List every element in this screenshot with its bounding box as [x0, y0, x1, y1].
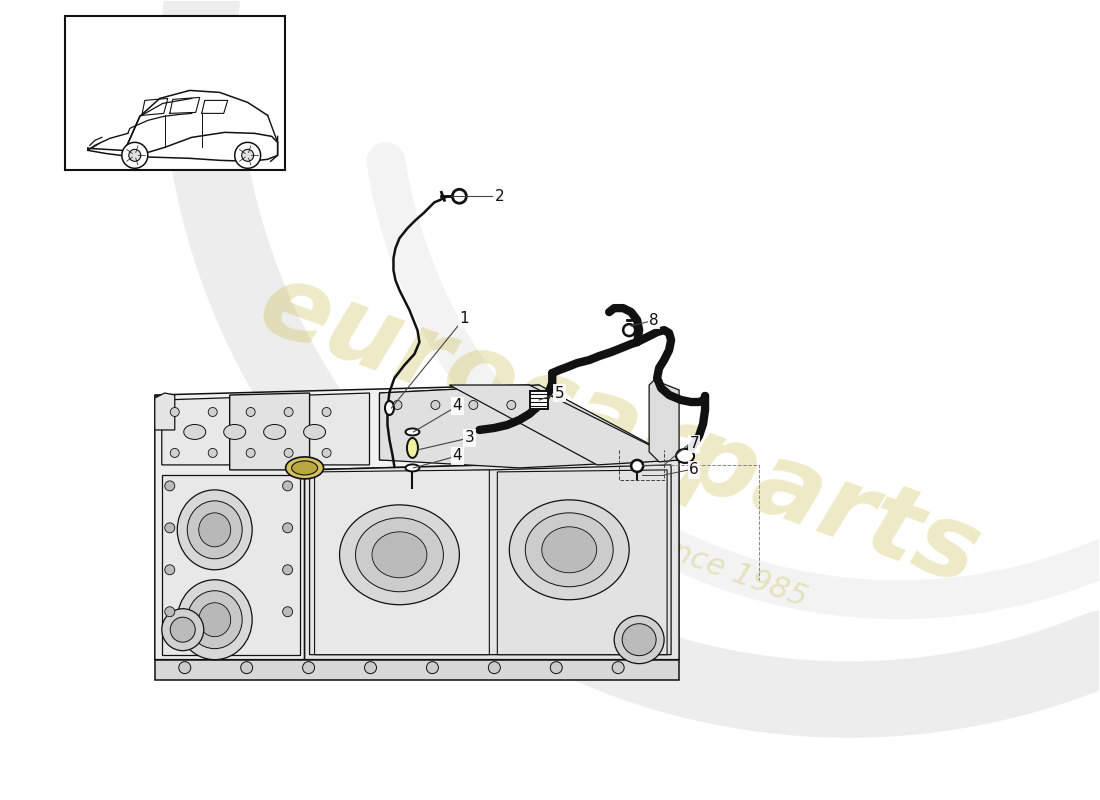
Ellipse shape [407, 438, 418, 458]
Polygon shape [155, 385, 679, 470]
Ellipse shape [526, 513, 613, 586]
Ellipse shape [184, 425, 206, 439]
Circle shape [246, 407, 255, 417]
Ellipse shape [292, 461, 318, 475]
Circle shape [165, 606, 175, 617]
Circle shape [283, 606, 293, 617]
Circle shape [393, 401, 402, 410]
Circle shape [283, 481, 293, 491]
Ellipse shape [162, 609, 204, 650]
Polygon shape [162, 475, 299, 654]
Circle shape [550, 662, 562, 674]
Circle shape [208, 449, 217, 458]
Circle shape [283, 523, 293, 533]
Polygon shape [379, 385, 679, 468]
Text: 6: 6 [690, 462, 698, 478]
Circle shape [246, 449, 255, 458]
Ellipse shape [509, 500, 629, 600]
Circle shape [242, 150, 254, 162]
Polygon shape [309, 465, 671, 654]
Circle shape [284, 407, 293, 417]
Ellipse shape [187, 590, 242, 649]
Ellipse shape [223, 425, 245, 439]
Polygon shape [450, 385, 679, 465]
Circle shape [241, 662, 253, 674]
Ellipse shape [170, 618, 195, 642]
Text: a passion for parts since 1985: a passion for parts since 1985 [367, 427, 811, 612]
Ellipse shape [304, 425, 326, 439]
Circle shape [322, 407, 331, 417]
Circle shape [488, 662, 501, 674]
Polygon shape [162, 393, 370, 465]
Text: 8: 8 [649, 313, 659, 328]
Polygon shape [315, 470, 490, 654]
Polygon shape [155, 393, 175, 430]
Ellipse shape [177, 580, 252, 660]
Circle shape [431, 401, 440, 410]
Ellipse shape [406, 429, 419, 435]
Polygon shape [305, 460, 679, 660]
Text: 2: 2 [495, 189, 504, 204]
Ellipse shape [177, 490, 252, 570]
Circle shape [284, 449, 293, 458]
Circle shape [208, 407, 217, 417]
Circle shape [631, 460, 644, 472]
Circle shape [613, 662, 624, 674]
Circle shape [165, 481, 175, 491]
Circle shape [165, 565, 175, 574]
Polygon shape [230, 393, 309, 470]
Ellipse shape [406, 465, 419, 471]
Circle shape [469, 401, 477, 410]
Ellipse shape [614, 616, 664, 664]
Circle shape [129, 150, 141, 162]
Ellipse shape [676, 449, 694, 463]
Ellipse shape [372, 532, 427, 578]
Polygon shape [649, 380, 679, 462]
Bar [65, 15, 285, 170]
Ellipse shape [264, 425, 286, 439]
Polygon shape [497, 470, 667, 654]
Circle shape [283, 565, 293, 574]
Circle shape [179, 662, 190, 674]
Circle shape [302, 662, 315, 674]
Text: 7: 7 [690, 437, 698, 451]
Polygon shape [379, 385, 539, 460]
Ellipse shape [355, 518, 443, 592]
Ellipse shape [199, 513, 231, 547]
Circle shape [624, 324, 635, 336]
Text: 4: 4 [452, 398, 462, 414]
Ellipse shape [542, 527, 596, 573]
Ellipse shape [385, 401, 394, 415]
Ellipse shape [340, 505, 460, 605]
Bar [530, 391, 548, 409]
Circle shape [427, 662, 439, 674]
Circle shape [364, 662, 376, 674]
Polygon shape [155, 395, 305, 660]
Circle shape [234, 142, 261, 168]
Text: eurocarparts: eurocarparts [245, 253, 993, 607]
Circle shape [122, 142, 147, 168]
Circle shape [507, 401, 516, 410]
Circle shape [452, 190, 466, 203]
Circle shape [170, 449, 179, 458]
Polygon shape [155, 660, 679, 680]
Circle shape [165, 523, 175, 533]
Ellipse shape [187, 501, 242, 558]
Text: 5: 5 [554, 386, 564, 401]
Ellipse shape [623, 624, 656, 656]
Ellipse shape [199, 602, 231, 637]
Circle shape [170, 407, 179, 417]
Text: 1: 1 [460, 310, 470, 326]
Ellipse shape [286, 457, 323, 479]
Text: 4: 4 [452, 449, 462, 463]
Text: 3: 3 [464, 430, 474, 446]
Circle shape [322, 449, 331, 458]
